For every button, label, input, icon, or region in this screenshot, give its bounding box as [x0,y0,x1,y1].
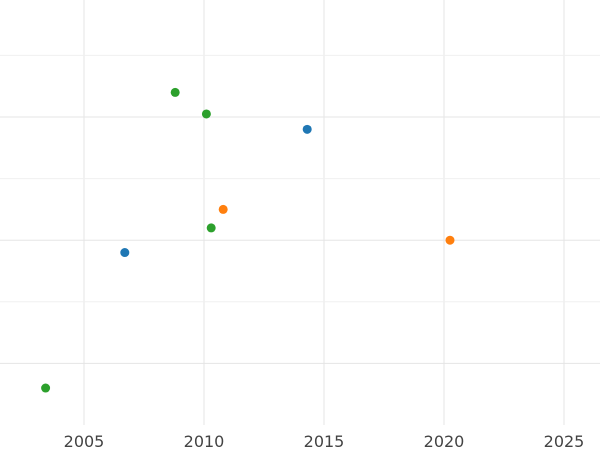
data-point-series2-2 [445,235,455,245]
data-point-series3-3 [201,109,211,119]
x-tick-label-2020: 2020 [424,432,465,450]
data-point-series1-2 [302,124,312,134]
data-point-series3-1 [41,383,51,393]
x-tick-label-2005: 2005 [64,432,105,450]
x-tick-label-2025: 2025 [544,432,585,450]
data-point-series2-1 [218,204,228,214]
data-point-series1-1 [120,248,130,258]
x-tick-label-2010: 2010 [184,432,225,450]
data-point-series3-2 [170,87,180,97]
gridlines [0,0,600,425]
data-point-series3-4 [206,223,216,233]
x-tick-label-2015: 2015 [304,432,345,450]
x-axis-ticks: 2005 2010 2015 2020 2025 [64,432,585,450]
data-points [41,87,455,393]
